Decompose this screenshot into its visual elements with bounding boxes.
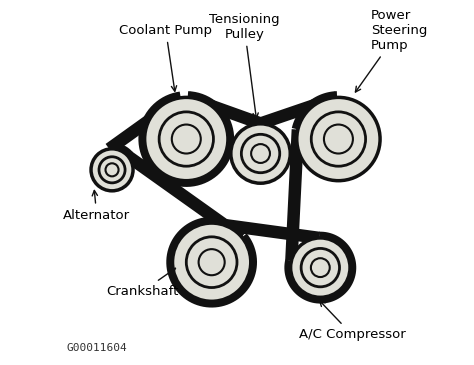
Text: Tensioning
Pulley: Tensioning Pulley <box>209 13 280 118</box>
Circle shape <box>291 238 350 297</box>
Text: Crankshaft: Crankshaft <box>107 268 179 298</box>
Circle shape <box>145 97 228 181</box>
Text: Coolant Pump: Coolant Pump <box>119 24 212 91</box>
Circle shape <box>106 163 118 176</box>
Text: Alternator: Alternator <box>63 191 130 222</box>
Circle shape <box>241 134 280 173</box>
Text: A/C Compressor: A/C Compressor <box>299 301 405 341</box>
Circle shape <box>311 112 365 166</box>
Text: Power
Steering
Pump: Power Steering Pump <box>356 9 428 92</box>
Circle shape <box>301 249 339 287</box>
Circle shape <box>173 223 251 301</box>
Circle shape <box>99 157 125 183</box>
Text: G00011604: G00011604 <box>67 343 128 353</box>
Circle shape <box>186 237 237 288</box>
Circle shape <box>324 124 353 154</box>
Circle shape <box>172 124 201 154</box>
Circle shape <box>91 149 133 191</box>
Circle shape <box>231 124 290 183</box>
Circle shape <box>297 97 380 181</box>
Circle shape <box>199 249 225 275</box>
Circle shape <box>251 144 270 163</box>
Circle shape <box>311 258 330 277</box>
Circle shape <box>159 112 213 166</box>
